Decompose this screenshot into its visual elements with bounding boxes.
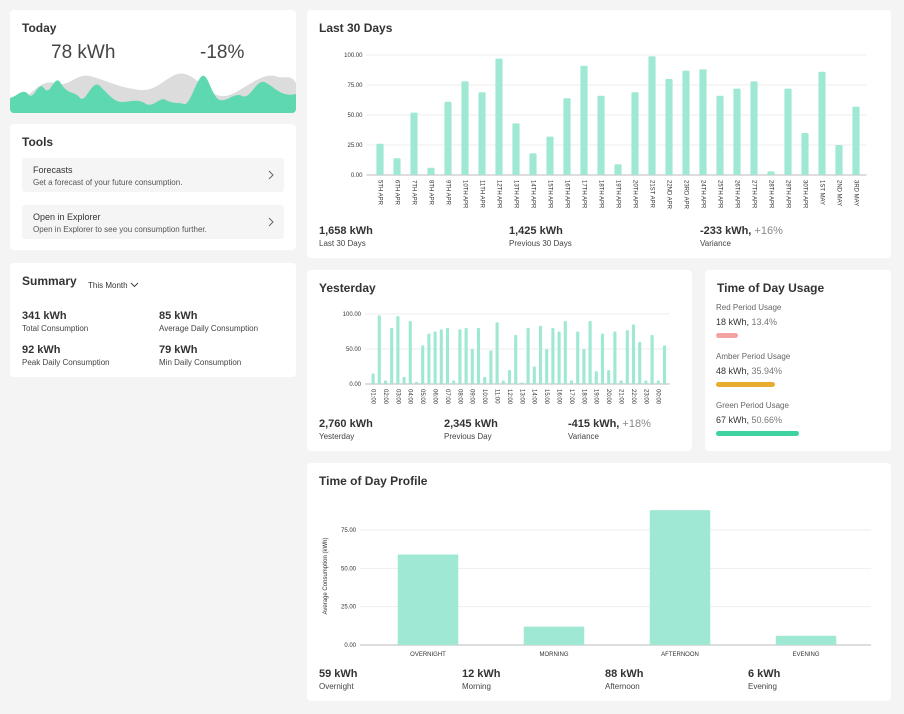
period-label: Amber Period Usage (716, 352, 791, 361)
stat-value: 1,658 kWh (319, 225, 373, 237)
stat-value: 341 kWh (22, 310, 67, 322)
period-usage: 18 kWh, (716, 317, 750, 327)
card-title: Tools (22, 135, 54, 149)
stat-value: 6 kWh (748, 668, 781, 680)
card-title: Time of Day Usage (717, 281, 825, 295)
stat-label: Previous 30 Days (509, 239, 572, 248)
today-card: Today 78 kWh -18% (10, 10, 296, 113)
card-title: Summary (22, 274, 77, 288)
yesterday-card: Yesterday 2,760 kWh Yesterday 2,345 kWh … (307, 270, 692, 451)
stat-label: Last 30 Days (319, 239, 366, 248)
stat-label: Variance (700, 239, 731, 248)
period-bar (716, 333, 738, 338)
chevron (268, 217, 274, 227)
stat-label: Variance (568, 432, 599, 441)
stat-label: Morning (462, 682, 491, 691)
chevron (268, 170, 274, 180)
period-dropdown[interactable]: This Month (88, 281, 139, 290)
stat-label: Min Daily Consumption (159, 358, 242, 367)
period-bar (716, 382, 775, 387)
tool-description: Get a forecast of your future consumptio… (33, 178, 183, 187)
last-30-card: Last 30 Days 1,658 kWh Last 30 Days 1,42… (307, 10, 891, 258)
card-title: Last 30 Days (319, 21, 393, 35)
stat-label: Peak Daily Consumption (22, 358, 110, 367)
period-value: 18 kWh, 13.4% (716, 317, 777, 327)
period-label: This Month (88, 281, 128, 290)
tool-item[interactable]: Open in Explorer Open in Explorer to see… (22, 205, 284, 239)
card-title: Today (22, 21, 57, 35)
stat-label: Total Consumption (22, 324, 89, 333)
stat-value: 1,425 kWh (509, 225, 563, 237)
tool-item[interactable]: Forecasts Get a forecast of your future … (22, 158, 284, 192)
stat-value: -415 kWh, +18% (568, 418, 651, 430)
period-percent: 35.94% (751, 366, 783, 376)
period-label: Green Period Usage (716, 401, 789, 410)
period-percent: 50.66% (751, 415, 783, 425)
card-title: Time of Day Profile (319, 474, 428, 488)
tool-label: Forecasts (33, 165, 73, 175)
chevron (130, 282, 139, 288)
period-label: Red Period Usage (716, 303, 782, 312)
variance-change: +16% (754, 225, 783, 237)
variance: -233 kWh, (700, 225, 752, 237)
stat-value: -233 kWh, +16% (700, 225, 783, 237)
profile-card: Time of Day Profile 59 kWh Overnight 12 … (307, 463, 891, 701)
tools-card: Tools Forecasts Get a forecast of your f… (10, 124, 296, 250)
tool-description: Open in Explorer to see you consumption … (33, 225, 207, 234)
sparkline (10, 73, 296, 113)
stat-value: 92 kWh (22, 344, 61, 356)
summary-card: Summary This Month 341 kWh Total Consump… (10, 263, 296, 377)
stat-value: 88 kWh (605, 668, 644, 680)
period-usage: 67 kWh, (716, 415, 750, 425)
period-percent: 13.4% (751, 317, 778, 327)
stat-value: 85 kWh (159, 310, 198, 322)
stat-label: Afternoon (605, 682, 640, 691)
card-title: Yesterday (319, 281, 376, 295)
variance-change: +18% (622, 418, 651, 430)
period-value: 67 kWh, 50.66% (716, 415, 782, 425)
stat-value: 59 kWh (319, 668, 358, 680)
stat-value: 12 kWh (462, 668, 501, 680)
time-of-day-usage-card: Time of Day Usage Red Period Usage 18 kWh… (705, 270, 891, 451)
period-usage: 48 kWh, (716, 366, 750, 376)
stat-label: Average Daily Consumption (159, 324, 259, 333)
period-value: 48 kWh, 35.94% (716, 366, 782, 376)
stat-label: Overnight (319, 682, 354, 691)
today-change: -18% (200, 42, 245, 63)
stat-value: 2,345 kWh (444, 418, 498, 430)
today-usage: 78 kWh (51, 42, 116, 63)
stat-label: Evening (748, 682, 777, 691)
period-bar (716, 431, 800, 436)
stat-value: 2,760 kWh (319, 418, 373, 430)
stat-label: Yesterday (319, 432, 355, 441)
tool-label: Open in Explorer (33, 212, 101, 222)
variance: -415 kWh, (568, 418, 620, 430)
stat-value: 79 kWh (159, 344, 198, 356)
stat-label: Previous Day (444, 432, 492, 441)
